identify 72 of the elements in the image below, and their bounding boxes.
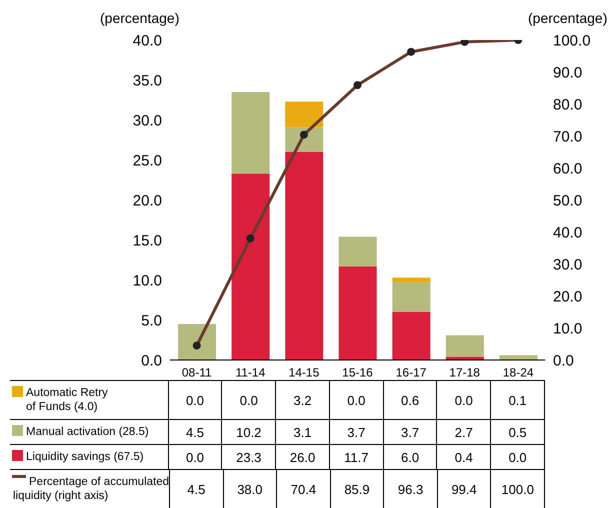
y2-tick-label: 50.0 <box>553 192 582 210</box>
y-axis-title: (percentage) <box>100 10 180 26</box>
data-label: 96.3 <box>384 470 438 508</box>
y-tick-label: 20.0 <box>132 192 162 210</box>
bar <box>232 92 270 174</box>
data-label: 99.4 <box>438 470 492 508</box>
data-label: 3.7 <box>330 420 384 444</box>
data-label: 100.0 <box>491 470 545 508</box>
bar <box>392 312 430 360</box>
y2-tick-label: 90.0 <box>553 64 582 82</box>
y2-tick-label: 70.0 <box>553 128 582 146</box>
data-label: 6.0 <box>384 445 438 469</box>
y2-tick-label: 80.0 <box>553 96 582 114</box>
bar <box>392 278 430 282</box>
data-label: 3.1 <box>276 420 330 444</box>
data-label: 4.5 <box>168 420 222 444</box>
x-tick-label: 08-11 <box>182 366 212 380</box>
x-tick-label: 15-16 <box>342 366 374 380</box>
bar <box>178 324 216 360</box>
x-tick-label: 18-24 <box>502 366 534 380</box>
y2-tick-label: 100.0 <box>553 32 591 50</box>
y-tick-label: 15.0 <box>132 232 162 250</box>
x-tick-label: 14-15 <box>288 366 320 380</box>
legend-label: Manual activation (28.5) <box>26 425 149 439</box>
y2-tick-label: 60.0 <box>553 160 582 178</box>
data-label: 0.1 <box>491 381 545 419</box>
data-label: 26.0 <box>276 445 330 469</box>
bar <box>285 102 324 128</box>
data-label: 3.2 <box>276 381 330 419</box>
data-label: 11.7 <box>330 445 384 469</box>
x-tick-label: 17-18 <box>449 366 480 380</box>
legend-label: Automatic Retry of Funds (4.0) <box>26 386 108 414</box>
x-tick-label: 11-14 <box>235 366 266 380</box>
bar <box>446 335 484 357</box>
y-tick-label: 0.0 <box>141 352 162 370</box>
y-tick-label: 5.0 <box>141 312 162 330</box>
data-label: 23.3 <box>222 445 276 469</box>
data-label: 70.4 <box>277 470 331 508</box>
data-label: 38.0 <box>224 470 278 508</box>
y-tick-label: 25.0 <box>132 152 162 170</box>
y2-tick-label: 0.0 <box>553 352 574 370</box>
data-label: 0.6 <box>384 381 438 419</box>
data-label: 0.0 <box>437 381 492 419</box>
data-label: 0.0 <box>222 381 276 419</box>
y2-tick-label: 30.0 <box>553 256 582 274</box>
data-label: 0.0 <box>168 381 222 419</box>
x-tick-label: 16-17 <box>396 366 427 380</box>
data-label: 3.7 <box>384 420 438 444</box>
y2-tick-label: 40.0 <box>553 224 582 242</box>
y-tick-label: 30.0 <box>132 112 162 130</box>
bar <box>232 174 270 360</box>
data-label: 0.0 <box>330 381 384 419</box>
data-label: 4.5 <box>170 470 224 508</box>
y2-tick-label: 10.0 <box>553 320 582 338</box>
y-tick-label: 35.0 <box>132 72 162 90</box>
y-tick-label: 40.0 <box>132 32 162 50</box>
bar <box>392 282 430 312</box>
data-label: 85.9 <box>330 470 384 508</box>
legend-label: Liquidity savings (67.5) <box>26 450 144 464</box>
legend-label: Percentage of accumulated liquidity (right axis) <box>13 475 170 503</box>
data-label: 2.7 <box>437 420 492 444</box>
bar <box>338 236 377 266</box>
y2-axis-title: (percentage) <box>528 10 608 26</box>
data-label: 10.2 <box>222 420 276 444</box>
bar <box>285 152 324 360</box>
data-label: 0.0 <box>491 445 545 469</box>
bar <box>338 266 377 360</box>
y-tick-label: 10.0 <box>132 272 162 290</box>
data-label: 0.5 <box>491 420 545 444</box>
y2-tick-label: 20.0 <box>553 288 582 306</box>
data-label: 0.4 <box>437 445 492 469</box>
data-label: 0.0 <box>168 445 222 469</box>
